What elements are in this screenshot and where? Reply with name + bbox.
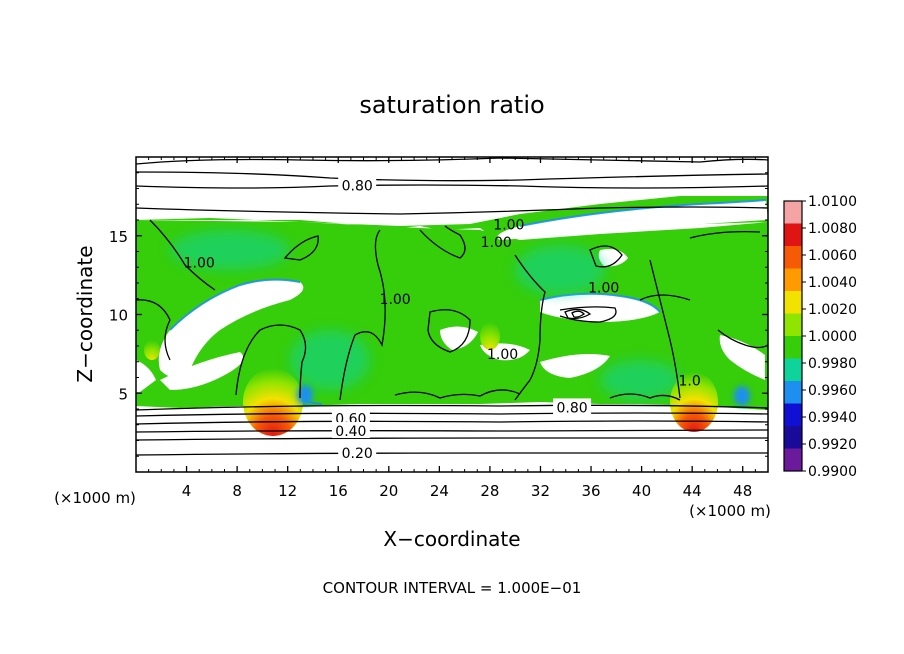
- colorbar-swatch: [784, 358, 802, 382]
- x-tick-label: 4: [182, 482, 192, 500]
- y-tick-label: 10: [109, 307, 128, 325]
- colorbar-swatch: [784, 246, 802, 269]
- contour-label-bg: [338, 444, 377, 461]
- x-axis-title: X−coordinate: [383, 527, 520, 551]
- colorbar-swatch: [784, 291, 802, 314]
- x-tick-label: 48: [733, 482, 752, 500]
- colorbar-swatch: [784, 426, 802, 449]
- x-tick-label: 40: [632, 482, 651, 500]
- contour-label: 0.40: [335, 424, 366, 440]
- contour-label: 0.20: [342, 446, 373, 462]
- contour-interval-note: CONTOUR INTERVAL = 1.000E−01: [323, 579, 582, 597]
- colorbar-swatch: [784, 201, 802, 224]
- contour-label: 1.00: [588, 281, 619, 297]
- dry-patches: [136, 200, 768, 392]
- x-tick-label: 44: [683, 482, 702, 500]
- contour-label: 1.0: [678, 374, 700, 390]
- x-tick-label: 36: [581, 482, 600, 500]
- contour-label: 1.00: [380, 292, 411, 308]
- hotspot-4: [144, 340, 160, 360]
- hotspot-3: [480, 322, 500, 350]
- contour-lines: [136, 157, 768, 456]
- dip-2: [734, 386, 750, 406]
- hotspot-2: [670, 372, 718, 432]
- y-axis: 5 10 15: [109, 172, 768, 457]
- cyan-tints: [170, 230, 680, 400]
- x-unit-label: (×1000 m): [689, 502, 771, 520]
- hotspot-1: [243, 368, 303, 436]
- colorbar-label: 0.9960: [808, 383, 857, 399]
- x-tick-label: 8: [232, 482, 242, 500]
- contour-label-bg: [331, 409, 370, 426]
- contour-label: 1.00: [493, 218, 524, 234]
- colorbar-swatch: [784, 268, 802, 292]
- x-tick-label: 20: [379, 482, 398, 500]
- colorbar-label: 1.0080: [808, 221, 857, 237]
- contour-label-layer: 0.801.001.001.001.001.001.001.00.800.600…: [184, 176, 701, 462]
- x-tick-label: 12: [278, 482, 297, 500]
- x-axis: 4 8 12 16 20 24 28 32 36 40 44 48: [148, 157, 756, 500]
- y-tick-label: 15: [109, 228, 128, 246]
- colorbar: 1.0100 1.0080 1.0060 1.0040 1.0020 1.0000 0.99…: [783, 194, 857, 480]
- x-tick-label: 24: [430, 482, 449, 500]
- chart-title: saturation ratio: [359, 91, 544, 119]
- contour-label-bg: [338, 176, 377, 193]
- contour-label: 1.00: [481, 235, 512, 251]
- colorbar-label: 0.9900: [808, 464, 857, 480]
- plot-area: 0.801.001.001.001.001.001.001.00.800.600…: [136, 157, 768, 472]
- y-tick-label: 5: [118, 385, 128, 403]
- colorbar-swatch: [784, 381, 802, 404]
- contour-label: 1.00: [184, 256, 215, 272]
- contour-label: 0.80: [342, 178, 373, 194]
- colorbar-swatch: [784, 313, 802, 337]
- colorbar-label: 1.0100: [808, 194, 857, 210]
- dip-1: [297, 385, 313, 405]
- contour-label-bg: [553, 398, 592, 415]
- colorbar-swatch: [784, 223, 802, 247]
- x-tick-label: 16: [329, 482, 348, 500]
- y-unit-label: (×1000 m): [54, 489, 136, 507]
- colorbar-swatch: [784, 336, 802, 359]
- colorbar-label: 0.9980: [808, 356, 857, 372]
- colorbar-label: 1.0020: [808, 302, 857, 318]
- colorbar-label: 1.0000: [808, 329, 857, 345]
- colorbar-label: 0.9920: [808, 437, 857, 453]
- colorbar-swatch: [784, 403, 802, 427]
- x-tick-label: 28: [480, 482, 499, 500]
- colorbar-label: 1.0060: [808, 248, 857, 264]
- colorbar-label: 0.9940: [808, 410, 857, 426]
- y-axis-title: Z−coordinate: [73, 245, 97, 382]
- x-tick-label: 32: [531, 482, 550, 500]
- colorbar-swatch: [784, 448, 802, 472]
- contour-label: 0.80: [556, 400, 587, 416]
- contour-label-bg: [331, 422, 370, 439]
- contour-label: 1.00: [487, 347, 518, 363]
- colorbar-label: 1.0040: [808, 275, 857, 291]
